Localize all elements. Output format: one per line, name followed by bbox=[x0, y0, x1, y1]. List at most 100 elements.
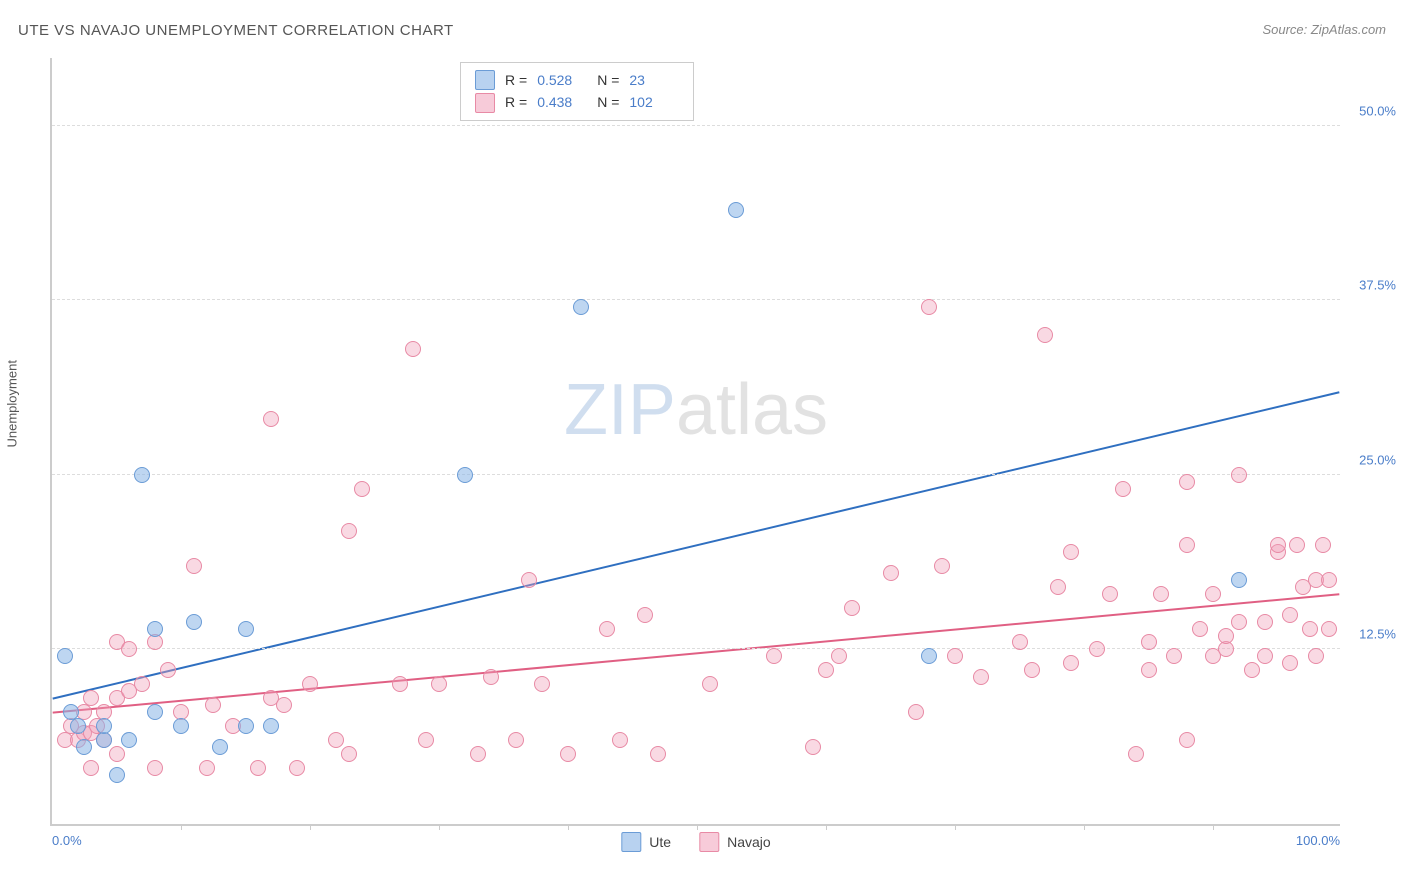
navajo-point bbox=[1141, 662, 1157, 678]
navajo-point bbox=[947, 648, 963, 664]
navajo-point bbox=[921, 299, 937, 315]
watermark: ZIPatlas bbox=[564, 369, 828, 451]
navajo-point bbox=[1218, 628, 1234, 644]
ute-point bbox=[109, 767, 125, 783]
navajo-point bbox=[1302, 621, 1318, 637]
stats-r-label2: R = bbox=[505, 91, 527, 113]
ute-point bbox=[96, 718, 112, 734]
navajo-point bbox=[83, 690, 99, 706]
navajo-point bbox=[205, 697, 221, 713]
navajo-point bbox=[1244, 662, 1260, 678]
legend-navajo-label: Navajo bbox=[727, 834, 771, 850]
navajo-point bbox=[1024, 662, 1040, 678]
source-label: Source: ZipAtlas.com bbox=[1262, 22, 1386, 37]
navajo-point bbox=[1063, 655, 1079, 671]
series-legend: Ute Navajo bbox=[621, 832, 770, 852]
navajo-point bbox=[392, 676, 408, 692]
navajo-point bbox=[1231, 467, 1247, 483]
ute-point bbox=[573, 299, 589, 315]
stats-row-ute: R = 0.528 N = 23 bbox=[475, 69, 679, 91]
navajo-point bbox=[341, 523, 357, 539]
navajo-point bbox=[1289, 537, 1305, 553]
navajo-point bbox=[186, 558, 202, 574]
stats-r-ute: 0.528 bbox=[537, 69, 587, 91]
ute-point bbox=[212, 739, 228, 755]
gridline bbox=[52, 474, 1340, 475]
navajo-point bbox=[1063, 544, 1079, 560]
y-tick-label: 25.0% bbox=[1359, 452, 1396, 467]
navajo-point bbox=[483, 669, 499, 685]
gridline bbox=[52, 299, 1340, 300]
navajo-point bbox=[934, 558, 950, 574]
navajo-point bbox=[805, 739, 821, 755]
navajo-point bbox=[1257, 614, 1273, 630]
navajo-point bbox=[289, 760, 305, 776]
navajo-point bbox=[1218, 641, 1234, 657]
navajo-point bbox=[302, 676, 318, 692]
navajo-point bbox=[109, 746, 125, 762]
navajo-point bbox=[1192, 621, 1208, 637]
navajo-point bbox=[1179, 474, 1195, 490]
legend-item-navajo: Navajo bbox=[699, 832, 771, 852]
ute-point bbox=[70, 718, 86, 734]
ute-point bbox=[96, 732, 112, 748]
x-tick-max: 100.0% bbox=[1296, 833, 1340, 848]
navajo-point bbox=[521, 572, 537, 588]
navajo-point bbox=[1282, 607, 1298, 623]
navajo-point bbox=[1321, 621, 1337, 637]
ute-point bbox=[147, 704, 163, 720]
navajo-point bbox=[1257, 648, 1273, 664]
ute-point bbox=[457, 467, 473, 483]
navajo-point bbox=[766, 648, 782, 664]
x-minor-tick bbox=[955, 824, 956, 830]
navajo-point bbox=[405, 341, 421, 357]
ute-point bbox=[238, 621, 254, 637]
navajo-point bbox=[328, 732, 344, 748]
navajo-point bbox=[121, 641, 137, 657]
navajo-point bbox=[134, 676, 150, 692]
navajo-point bbox=[1270, 537, 1286, 553]
legend-item-ute: Ute bbox=[621, 832, 671, 852]
navajo-point bbox=[147, 634, 163, 650]
ute-point bbox=[921, 648, 937, 664]
navajo-point bbox=[831, 648, 847, 664]
navajo-point bbox=[1089, 641, 1105, 657]
stats-legend: R = 0.528 N = 23 R = 0.438 N = 102 bbox=[460, 62, 694, 121]
navajo-point bbox=[637, 607, 653, 623]
ute-point bbox=[173, 718, 189, 734]
navajo-point bbox=[1308, 648, 1324, 664]
navajo-point bbox=[83, 760, 99, 776]
ute-regression-line bbox=[53, 392, 1340, 698]
navajo-point bbox=[818, 662, 834, 678]
swatch-ute-icon bbox=[621, 832, 641, 852]
stats-swatch-ute-icon bbox=[475, 70, 495, 90]
navajo-point bbox=[1037, 327, 1053, 343]
navajo-point bbox=[341, 746, 357, 762]
stats-row-navajo: R = 0.438 N = 102 bbox=[475, 91, 679, 113]
navajo-point bbox=[508, 732, 524, 748]
ute-point bbox=[134, 467, 150, 483]
ute-point bbox=[147, 621, 163, 637]
navajo-point bbox=[1179, 732, 1195, 748]
navajo-point bbox=[844, 600, 860, 616]
stats-r-label: R = bbox=[505, 69, 527, 91]
ute-point bbox=[263, 718, 279, 734]
navajo-regression-line bbox=[53, 594, 1340, 712]
navajo-point bbox=[1315, 537, 1331, 553]
ute-point bbox=[121, 732, 137, 748]
x-minor-tick bbox=[310, 824, 311, 830]
ute-point bbox=[1231, 572, 1247, 588]
navajo-point bbox=[1012, 634, 1028, 650]
chart-title: UTE VS NAVAJO UNEMPLOYMENT CORRELATION C… bbox=[18, 22, 454, 39]
stats-swatch-navajo-icon bbox=[475, 93, 495, 113]
navajo-point bbox=[1205, 586, 1221, 602]
x-minor-tick bbox=[697, 824, 698, 830]
navajo-point bbox=[160, 662, 176, 678]
x-minor-tick bbox=[826, 824, 827, 830]
navajo-point bbox=[1231, 614, 1247, 630]
navajo-point bbox=[612, 732, 628, 748]
navajo-point bbox=[1050, 579, 1066, 595]
y-tick-label: 50.0% bbox=[1359, 103, 1396, 118]
navajo-point bbox=[599, 621, 615, 637]
navajo-point bbox=[973, 669, 989, 685]
